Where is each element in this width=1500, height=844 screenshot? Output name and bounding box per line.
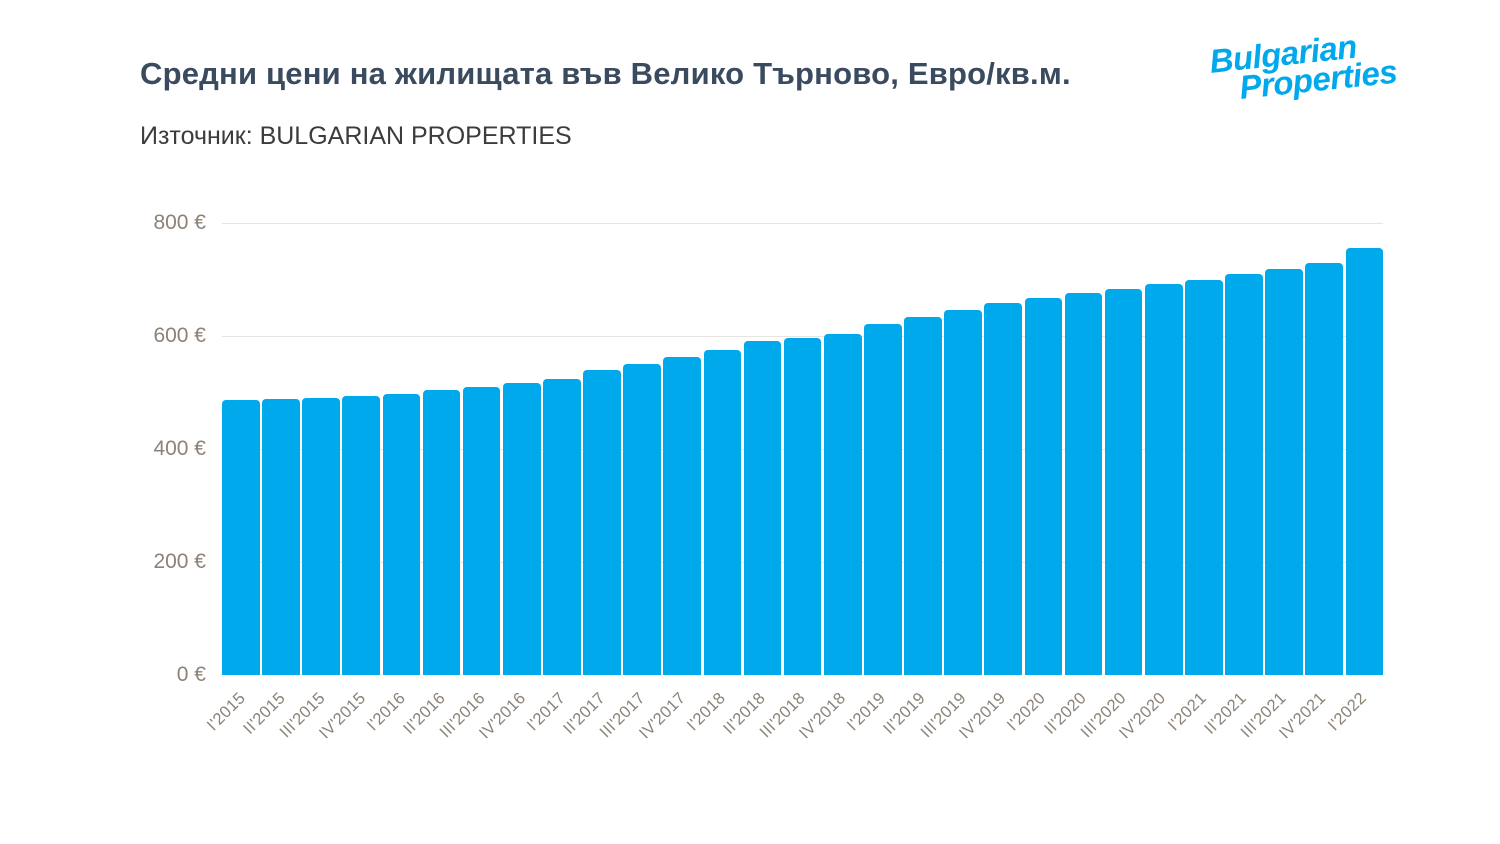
bar-I'2019 [864,324,902,675]
y-tick-label: 0 € [176,663,206,686]
bar-IV'2021 [1305,262,1343,675]
x-tick-label: I'2022 [1324,689,1370,735]
bar-III'2019 [944,310,982,675]
bar-III'2017 [623,363,661,675]
bar-II'2019 [904,316,942,675]
bar-IV'2016 [502,382,541,675]
bar-II'2015 [262,399,300,675]
bar-III'2020 [1104,289,1143,675]
bar-I'2015 [222,400,260,675]
bar-I'2020 [1024,298,1063,675]
bar-IV'2020 [1144,284,1183,675]
bar-I'2021 [1185,280,1223,675]
bar-III'2021 [1265,269,1303,675]
bar-III'2018 [783,337,822,675]
bar-I'2022 [1345,248,1384,675]
bar-II'2020 [1064,293,1103,675]
y-tick-label: 400 € [153,437,206,460]
bar-III'2016 [462,387,501,675]
y-tick-label: 800 € [153,211,206,234]
bar-IV'2015 [342,396,380,675]
bar-I'2016 [382,393,421,675]
bar-II'2018 [743,341,782,675]
gridline-600 [222,336,1383,337]
bar-IV'2019 [984,303,1022,675]
bar-IV'2018 [823,333,862,675]
chart-title: Средни цени на жилищата във Велико Търно… [140,56,1071,91]
bar-III'2015 [302,398,340,675]
gridline-800 [222,223,1383,224]
bar-II'2016 [422,389,461,675]
y-tick-label: 600 € [153,324,206,347]
bars-container [222,223,1384,675]
bar-IV'2017 [663,356,701,675]
y-tick-label: 200 € [153,550,206,573]
bar-II'2021 [1225,274,1263,675]
bar-I'2018 [703,349,742,675]
bar-I'2017 [543,378,581,675]
bar-II'2017 [583,369,621,675]
plot-area [222,223,1384,675]
source-label: Източник: BULGARIAN PROPERTIES [140,122,572,150]
